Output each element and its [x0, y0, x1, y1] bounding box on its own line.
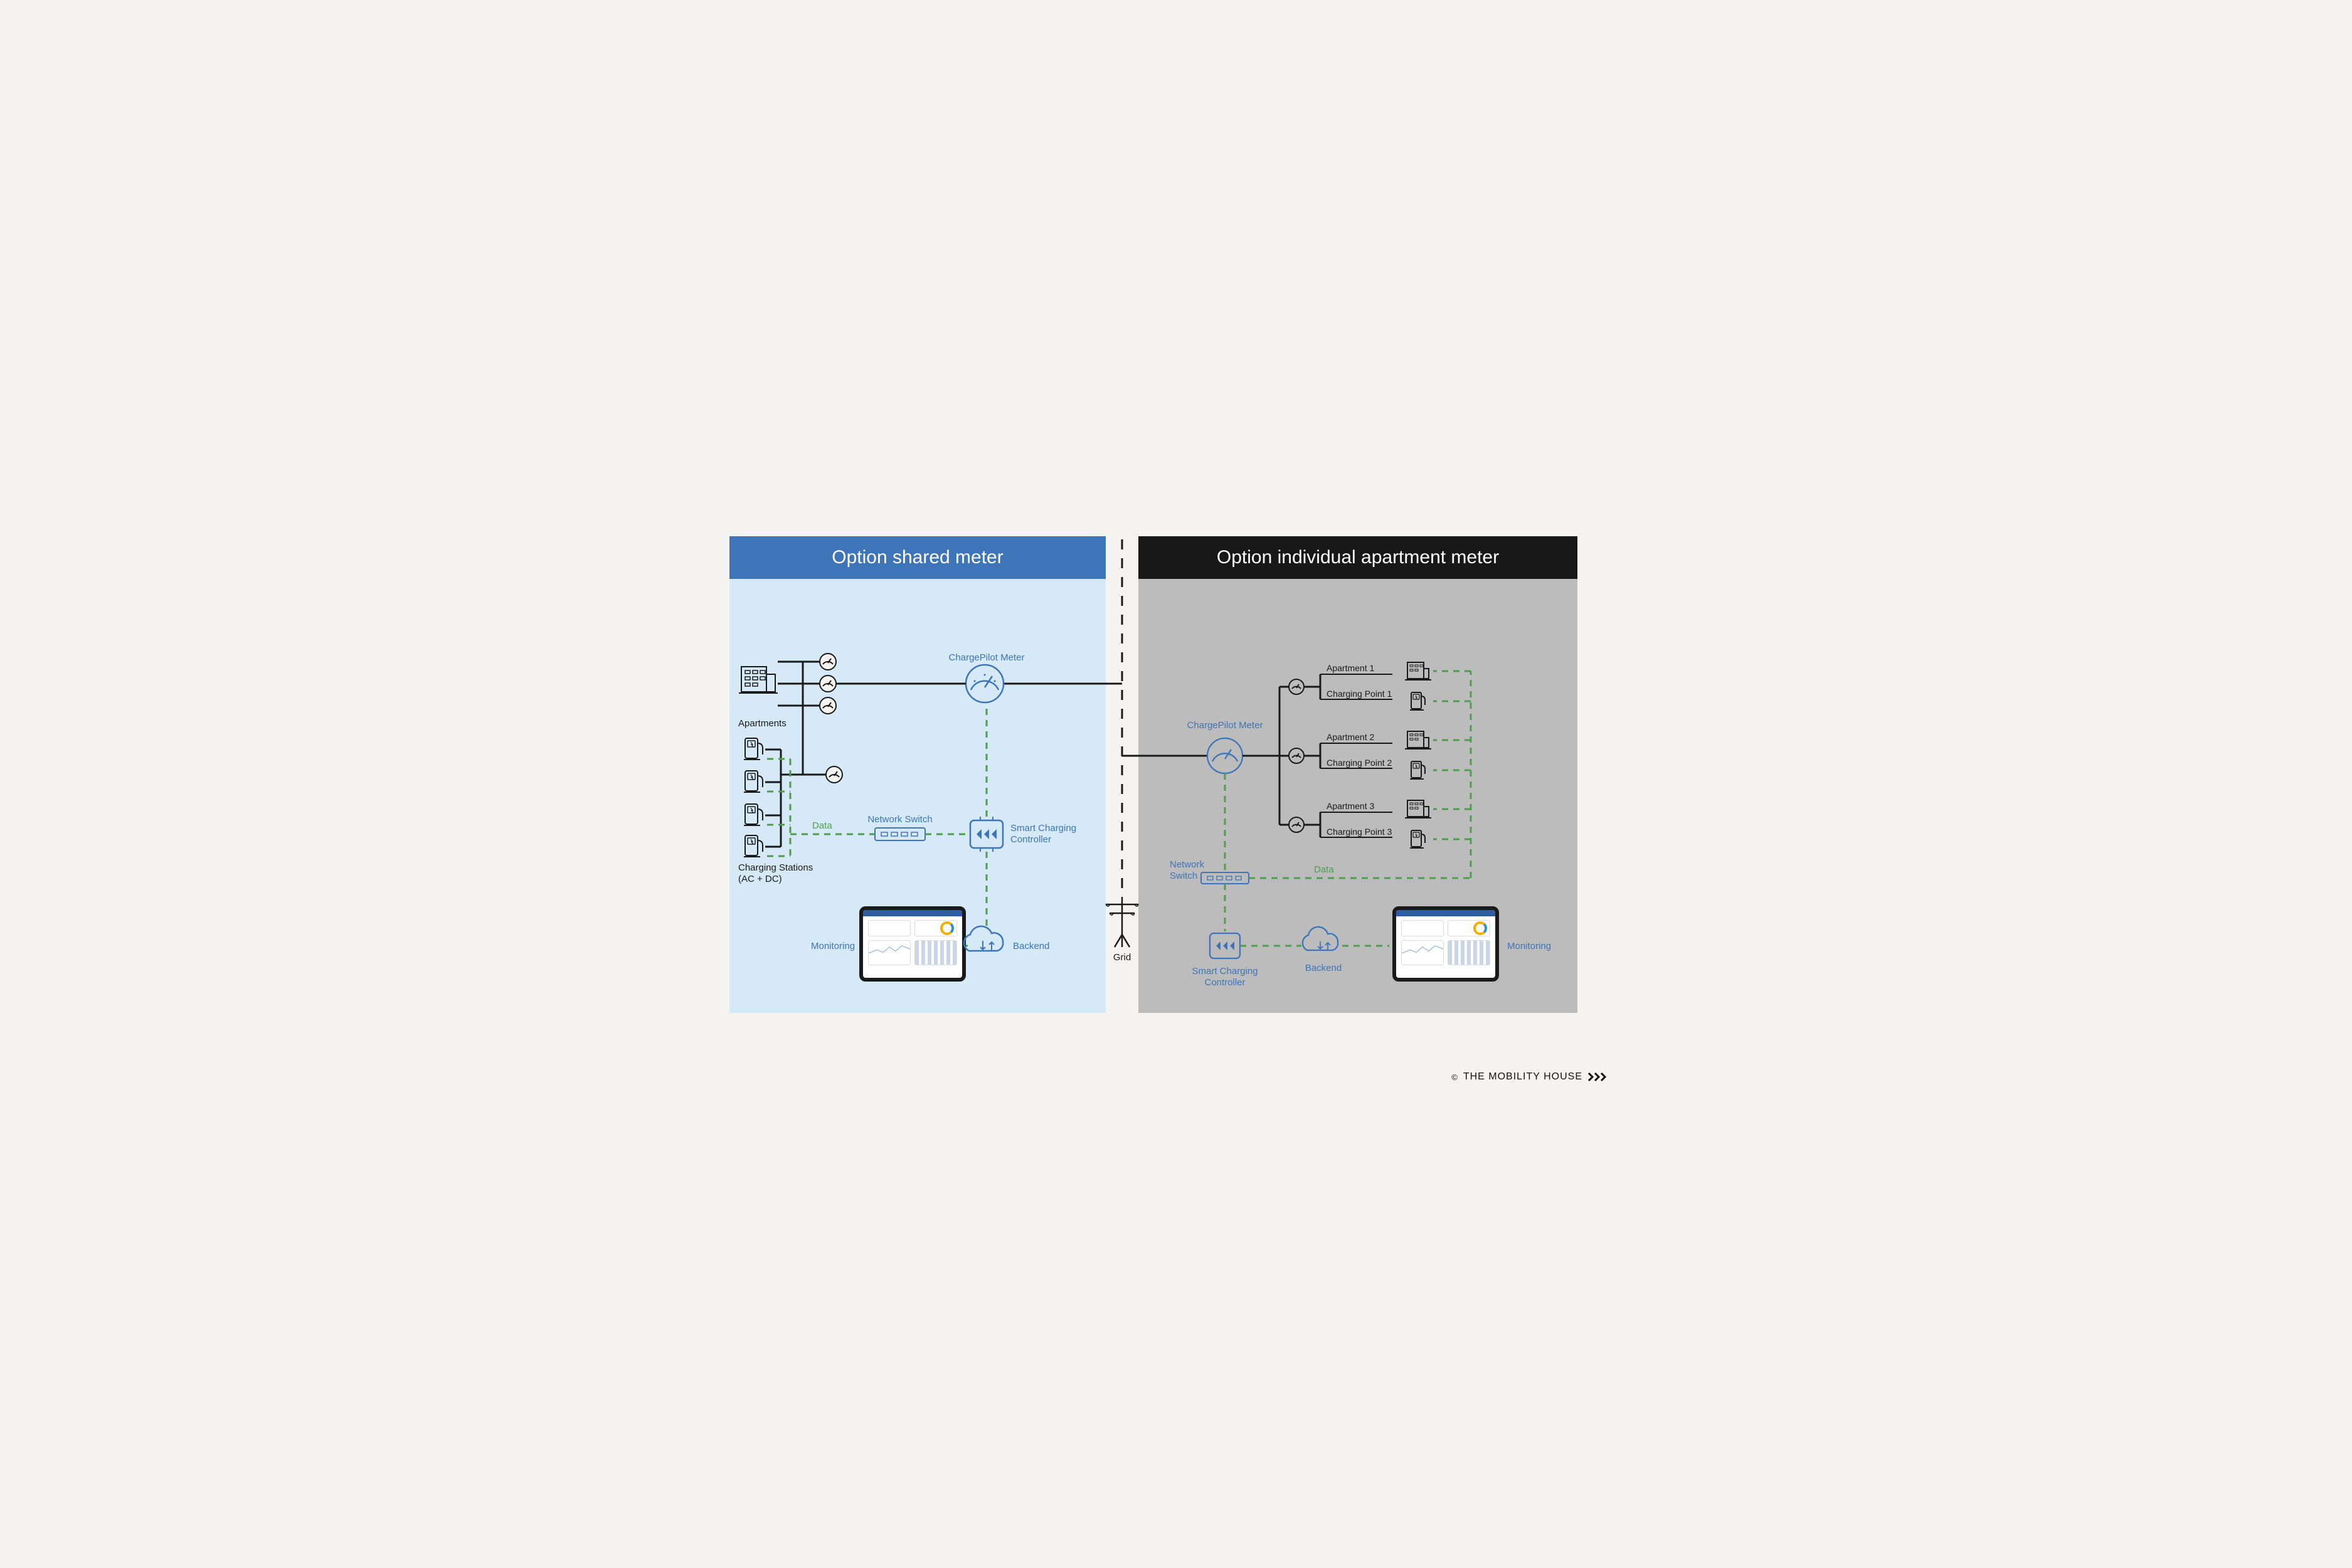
apartments-label: Apartments [738, 718, 787, 729]
chargepilot-label-right: ChargePilot Meter [1187, 720, 1263, 731]
data-label-left: Data [812, 820, 832, 831]
copyright-symbol: © [1451, 1073, 1458, 1082]
scc-label-right-2: Controller [1204, 977, 1245, 988]
charging-stations-label-1: Charging Stations [738, 862, 813, 873]
backend-label-left: Backend [1013, 941, 1049, 951]
brand-chevrons-icon [1587, 1072, 1609, 1082]
monitoring-label-left: Monitoring [811, 941, 855, 951]
cp1-label: Charging Point 1 [1327, 689, 1392, 699]
network-switch-label-right-1: Network [1170, 859, 1204, 870]
chargepilot-label-left: ChargePilot Meter [949, 652, 1025, 663]
cp3-label: Charging Point 3 [1327, 827, 1392, 837]
brand-footer: © THE MOBILITY HOUSE [1451, 1071, 1609, 1083]
scc-label-left-1: Smart Charging [1010, 823, 1076, 834]
apt2-label: Apartment 2 [1327, 732, 1374, 742]
title-shared: Option shared meter [729, 536, 1106, 579]
brand-name: THE MOBILITY HOUSE [1463, 1071, 1582, 1083]
monitoring-tablet-left [859, 906, 966, 982]
data-label-right: Data [1314, 864, 1334, 875]
network-switch-label-left: Network Switch [867, 814, 932, 825]
title-individual: Option individual apartment meter [1138, 536, 1577, 579]
cp2-label: Charging Point 2 [1327, 758, 1392, 768]
apt1-label: Apartment 1 [1327, 663, 1374, 673]
backend-label-right: Backend [1305, 963, 1342, 973]
grid-label: Grid [1113, 952, 1131, 963]
monitoring-tablet-right [1392, 906, 1499, 982]
diagram-canvas: Option shared meter Option individual ap… [706, 470, 1646, 1098]
monitoring-label-right: Monitoring [1507, 941, 1551, 951]
scc-label-left-2: Controller [1010, 834, 1051, 845]
grid-pylon-icon [1106, 897, 1138, 947]
scc-label-right-1: Smart Charging [1192, 966, 1258, 977]
apt3-label: Apartment 3 [1327, 801, 1374, 811]
network-switch-label-right-2: Switch [1170, 871, 1197, 881]
charging-stations-label-2: (AC + DC) [738, 874, 782, 884]
